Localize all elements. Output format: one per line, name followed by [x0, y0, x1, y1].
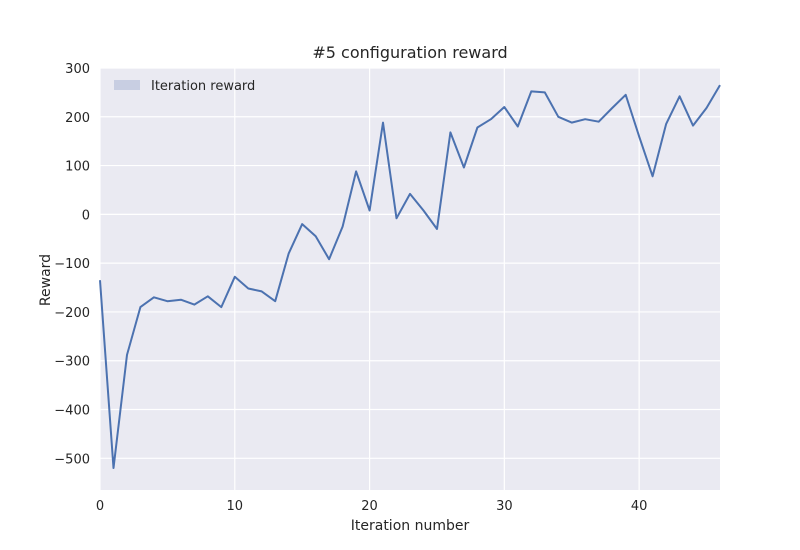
legend-label: Iteration reward — [151, 79, 255, 94]
series-line — [99, 84, 721, 469]
y-tick-label: 100 — [65, 160, 90, 175]
x-tick-labels: 0 10 20 30 40 — [96, 499, 648, 514]
y-tick-label: 300 — [65, 62, 90, 77]
y-tick-labels: 300 200 100 0 −100 −200 −300 −400 −500 — [54, 62, 90, 467]
x-axis-label: Iteration number — [351, 518, 470, 534]
legend-swatch — [114, 80, 140, 90]
y-tick-label: −200 — [54, 306, 90, 321]
y-tick-label: 0 — [82, 208, 90, 223]
x-tick-label: 0 — [96, 499, 104, 514]
y-tick-label: −300 — [54, 355, 90, 370]
y-tick-label: 200 — [65, 111, 90, 126]
x-tick-label: 20 — [361, 499, 378, 514]
y-tick-label: −500 — [54, 452, 90, 467]
plot-background — [100, 68, 720, 490]
y-axis-label: Reward — [38, 254, 54, 306]
grid-lines — [99, 67, 720, 490]
x-tick-label: 10 — [227, 499, 244, 514]
series-layer — [99, 84, 721, 469]
x-tick-label: 30 — [496, 499, 513, 514]
x-tick-label: 40 — [631, 499, 648, 514]
y-tick-label: −100 — [54, 257, 90, 272]
legend: Iteration reward — [114, 79, 255, 94]
chart-title: #5 configuration reward — [312, 43, 507, 62]
y-tick-label: −400 — [54, 404, 90, 419]
